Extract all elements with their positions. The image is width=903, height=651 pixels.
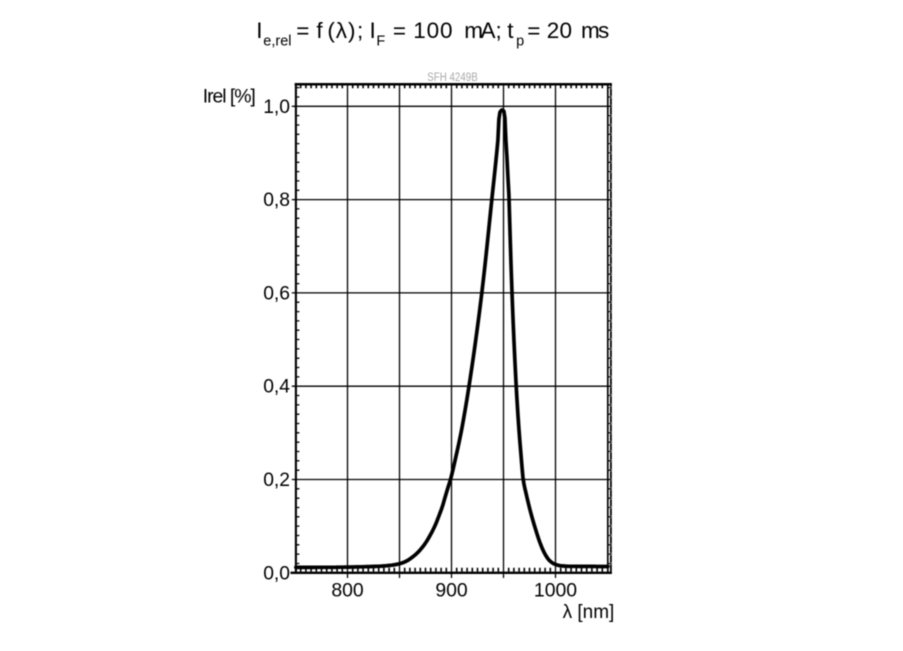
svg-text:1,0: 1,0 <box>263 97 290 118</box>
svg-text:800: 800 <box>331 579 364 601</box>
svg-text:SFH 4249B: SFH 4249B <box>427 72 478 84</box>
svg-text:0,6: 0,6 <box>263 283 290 304</box>
svg-text:900: 900 <box>435 579 468 601</box>
svg-text:0,0: 0,0 <box>263 563 290 584</box>
svg-text:0,2: 0,2 <box>263 470 290 491</box>
svg-text:λ [nm]: λ [nm] <box>563 602 615 623</box>
svg-text:1000: 1000 <box>534 579 577 601</box>
svg-text:0,4: 0,4 <box>263 377 290 398</box>
svg-text:0,8: 0,8 <box>263 190 290 211</box>
svg-text:Irel [%]: Irel [%] <box>203 86 256 108</box>
